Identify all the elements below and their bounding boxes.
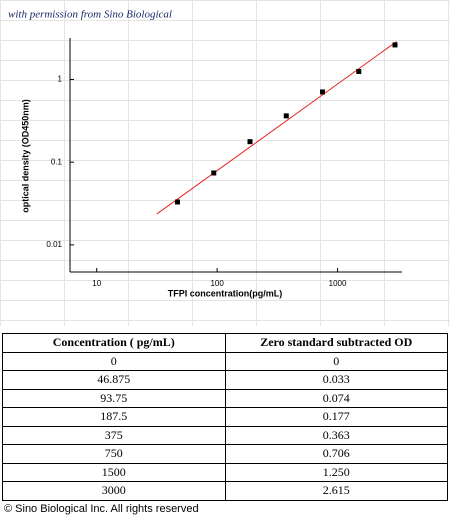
data-point bbox=[392, 42, 398, 48]
x-tick-label: 10 bbox=[92, 279, 101, 288]
table-cell: 46.875 bbox=[2, 370, 226, 390]
table-cell: 0.033 bbox=[224, 370, 448, 390]
table-row: 187.5 0.177 bbox=[2, 407, 448, 427]
data-point bbox=[283, 113, 289, 119]
chart-title: with permission from Sino Biological bbox=[8, 9, 172, 21]
table-cell: 0.177 bbox=[224, 407, 448, 427]
table-row: 750 0.706 bbox=[2, 444, 448, 464]
table-cell: 187.5 bbox=[2, 407, 226, 427]
table-cell: 93.75 bbox=[2, 388, 226, 408]
data-point bbox=[175, 199, 181, 205]
table-row: 46.875 0.033 bbox=[2, 370, 448, 390]
y-tick-label: 1 bbox=[58, 75, 63, 84]
table-cell: 3000 bbox=[2, 481, 226, 501]
table-row: 3000 2.615 bbox=[2, 481, 448, 501]
table-cell: 0 bbox=[2, 351, 226, 371]
y-tick-label: 0.1 bbox=[51, 157, 63, 166]
table-row: Concentration ( pg/mL) Zero standard subt… bbox=[2, 333, 448, 353]
table-cell: 2.615 bbox=[224, 481, 448, 501]
table-cell: 1.250 bbox=[224, 462, 448, 482]
y-axis-label: optical density (OD450nm) bbox=[20, 99, 30, 213]
data-point bbox=[211, 170, 217, 176]
fit-line bbox=[156, 41, 397, 215]
data-table: Concentration ( pg/mL) Zero standard subt… bbox=[2, 333, 448, 501]
x-tick-label: 100 bbox=[210, 279, 224, 288]
table-cell: 750 bbox=[2, 444, 226, 464]
data-point bbox=[320, 89, 326, 95]
table-row: 93.75 0.074 bbox=[2, 388, 448, 408]
footer: © Sino Biological Inc. All rights reserv… bbox=[4, 503, 199, 515]
table-row: 375 0.363 bbox=[2, 425, 448, 445]
table-cell: 1500 bbox=[2, 462, 226, 482]
table-cell: 0 bbox=[224, 351, 448, 371]
header-cell: Zero standard subtracted OD bbox=[224, 333, 448, 353]
table-cell: 0.706 bbox=[224, 444, 448, 464]
y-tick-label: 0.01 bbox=[46, 240, 62, 249]
x-tick-label: 1000 bbox=[329, 279, 347, 288]
table-cell: 0.074 bbox=[224, 388, 448, 408]
table-row: 1500 1.250 bbox=[2, 462, 448, 482]
chart: with permission from Sino Biological TFP… bbox=[8, 9, 402, 298]
header-cell: Concentration ( pg/mL) bbox=[2, 333, 226, 353]
data-point bbox=[356, 68, 362, 74]
table-cell: 375 bbox=[2, 425, 226, 445]
table-cell: 0.363 bbox=[224, 425, 448, 445]
x-axis-label: TFPI concentration(pg/mL) bbox=[168, 288, 283, 298]
data-point bbox=[247, 139, 253, 145]
